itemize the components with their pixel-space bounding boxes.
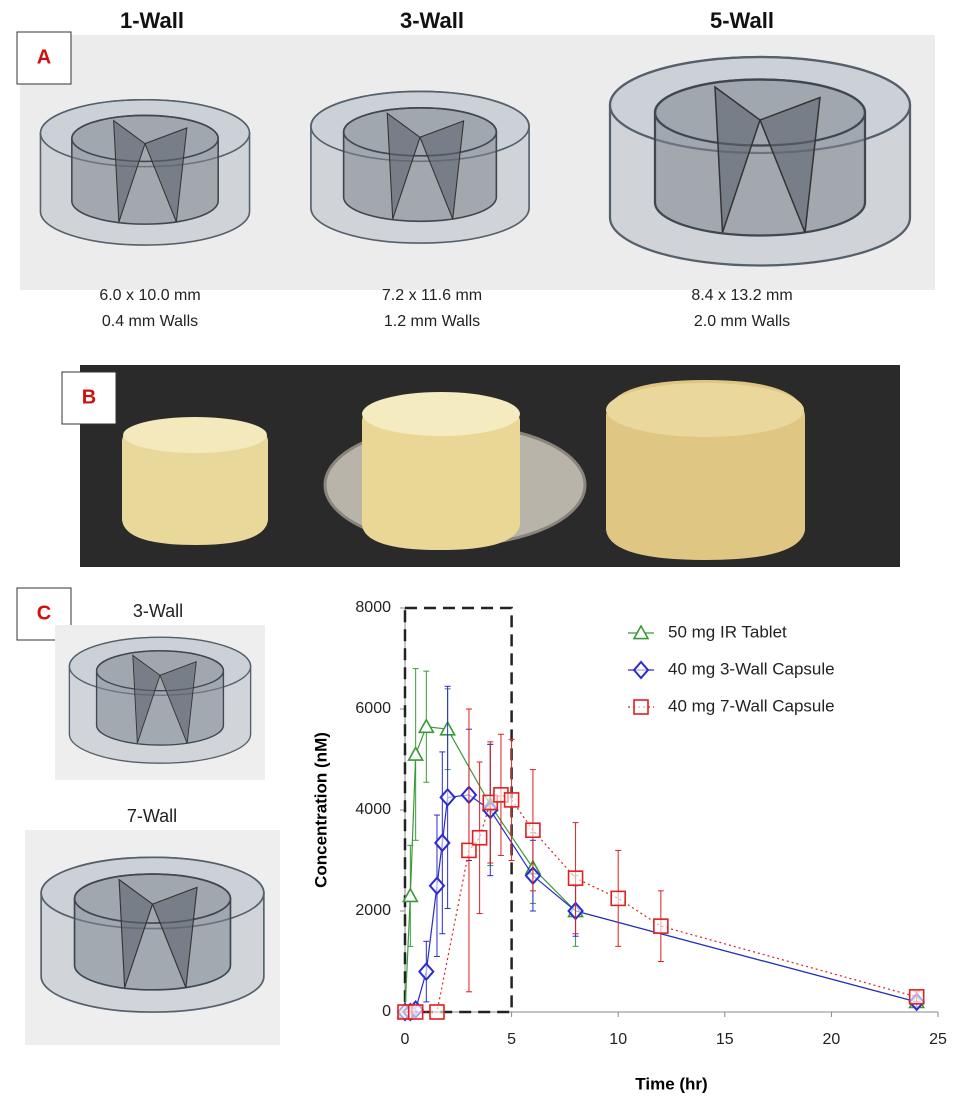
y-tick-label: 8000 [355,599,391,616]
data-point [654,919,668,933]
y-axis-label: Concentration (nM) [311,732,330,888]
data-point [419,720,433,733]
data-point [611,891,625,905]
data-point [526,823,540,837]
capsule-drawing [40,100,249,245]
x-tick-label: 15 [716,1031,734,1048]
dimension: 8.4 x 13.2 mm [691,287,792,304]
drawing-title: 3-Wall [133,601,183,621]
wall-thickness: 2.0 mm Walls [694,313,790,330]
figure: A 1-Wall 3-Wall 5-Wall 6.0 x 10.0 mm 0.4… [0,0,953,1102]
panel-title: 5-Wall [710,8,774,33]
panel-title: 1-Wall [120,8,184,33]
data-point [910,990,924,1004]
series-line [405,727,917,1012]
data-point [409,1005,423,1019]
capsule-drawing [69,637,250,763]
dimension: 7.2 x 11.6 mm [382,287,482,304]
panel-label: B [82,386,96,408]
capsule-top [123,417,267,453]
x-tick-label: 10 [609,1031,627,1048]
panel-label: C [37,602,51,624]
capsule-drawing [41,857,264,1012]
capsule-drawing [610,57,910,265]
x-axis-label: Time (hr) [635,1074,707,1093]
y-tick-label: 0 [382,1003,391,1020]
data-point [505,793,519,807]
dimension: 6.0 x 10.0 mm [99,287,200,304]
data-point [419,964,433,980]
capsule-drawing [311,91,529,243]
legend-label: 40 mg 7-Wall Capsule [668,696,835,715]
x-tick-label: 20 [823,1031,841,1048]
wall-thickness: 1.2 mm Walls [384,313,480,330]
chart: 0 2000 4000 6000 8000 0 5 10 15 20 25 Time (hr) Conc… [311,599,947,1093]
legend-marker [634,662,648,678]
x-tick-label: 25 [929,1031,947,1048]
x-tick-label: 0 [401,1031,410,1048]
wall-thickness: 0.4 mm Walls [102,313,198,330]
legend-label: 40 mg 3-Wall Capsule [668,659,835,678]
data-point [569,871,583,885]
drawing-title: 7-Wall [127,806,177,826]
panel-label: A [37,46,51,68]
legend-label: 50 mg IR Tablet [668,622,787,641]
data-point [430,1005,444,1019]
y-tick-label: 4000 [355,801,391,818]
capsule-top [606,383,804,437]
data-point [473,831,487,845]
legend-marker [634,626,648,639]
data-point [409,747,423,760]
legend-marker [634,700,648,714]
capsule-top [362,392,520,436]
y-tick-label: 2000 [355,902,391,919]
y-tick-label: 6000 [355,700,391,717]
x-tick-label: 5 [507,1031,516,1048]
panel-title: 3-Wall [400,8,464,33]
